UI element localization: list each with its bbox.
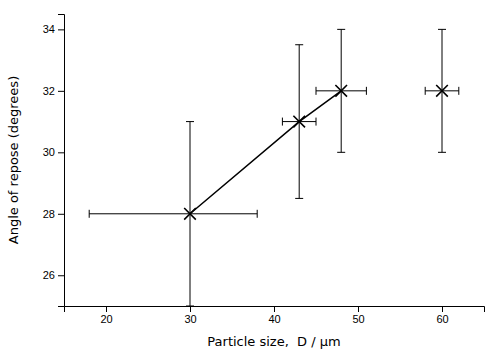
x-tick-label: 30	[184, 313, 196, 325]
point	[335, 85, 347, 97]
x-tick: 40	[268, 306, 280, 325]
x-tick-mark	[358, 306, 359, 312]
x-error-bar	[89, 210, 257, 218]
point	[293, 116, 305, 128]
x-tick-label: 20	[100, 313, 112, 325]
y-tick-label: 32	[43, 85, 55, 97]
x-axis-line	[65, 307, 485, 313]
x-tick-label: 50	[352, 313, 364, 325]
x-tick-mark	[442, 306, 443, 312]
y-axis-title: Angle of repose (degrees)	[6, 76, 21, 244]
x-tick-mark	[274, 306, 275, 312]
point	[184, 208, 196, 220]
x-tick: 60	[436, 306, 448, 325]
x-tick: 50	[352, 306, 364, 325]
point	[436, 85, 448, 97]
x-tick-label: 40	[268, 313, 280, 325]
y-tick: 28	[43, 208, 64, 220]
chart: 20 30 40 50 60 26 28 30 32 34 Particle size, D / μ…	[0, 0, 500, 358]
y-tick-mark	[58, 29, 64, 30]
y-axis: 26 28 30 32 34	[43, 15, 65, 307]
x-axis: 20 30 40 50 60	[65, 306, 485, 325]
line	[190, 91, 341, 214]
y-tick-label: 30	[43, 146, 55, 158]
x-tick: 30	[184, 306, 196, 325]
y-tick: 34	[43, 23, 64, 35]
y-tick: 32	[43, 85, 64, 97]
y-axis-line	[58, 15, 65, 307]
y-tick: 30	[43, 146, 64, 158]
y-tick-mark	[58, 152, 64, 153]
y-tick-label: 34	[43, 23, 55, 35]
y-tick-mark	[58, 91, 64, 92]
x-axis-title: Particle size, D / μm	[207, 334, 340, 349]
x-tick-mark	[106, 306, 107, 312]
x-tick-mark	[190, 306, 191, 312]
plot-area	[89, 29, 459, 306]
y-tick-label: 28	[43, 208, 55, 220]
y-tick-label: 26	[43, 269, 55, 281]
y-tick: 26	[43, 269, 64, 281]
y-tick-mark	[58, 275, 64, 276]
y-tick-mark	[58, 214, 64, 215]
x-tick-label: 60	[436, 313, 448, 325]
x-tick: 20	[100, 306, 112, 325]
